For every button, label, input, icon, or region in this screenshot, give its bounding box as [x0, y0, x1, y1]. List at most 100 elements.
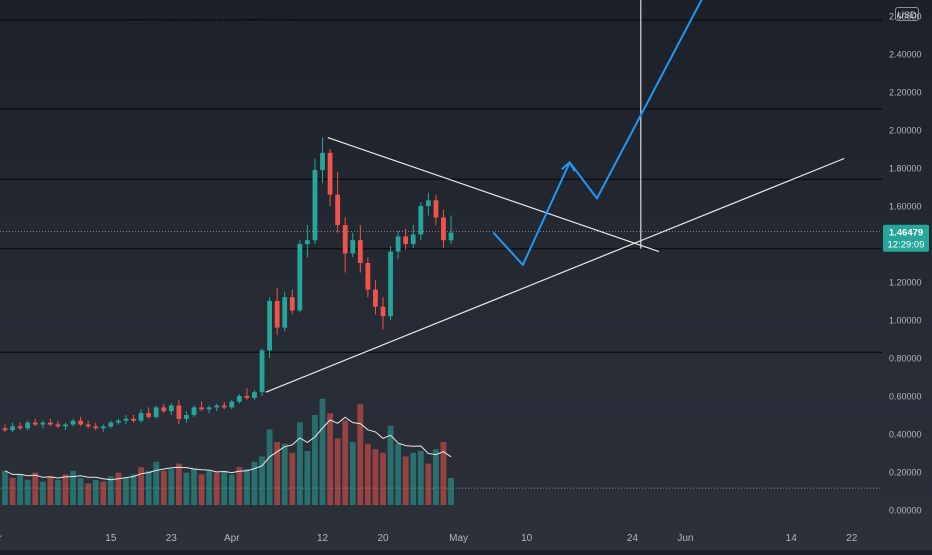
- volume-bar: [251, 461, 258, 505]
- candle: [32, 418, 38, 427]
- volume-pane: [2, 398, 454, 505]
- time-tick-label: ar: [0, 533, 3, 544]
- volume-bar: [312, 415, 318, 505]
- trend-line: [265, 157, 845, 393]
- volume-bar: [259, 456, 265, 505]
- volume-bar: [440, 442, 447, 505]
- price-tick-label: 0.20000: [889, 468, 922, 478]
- candle: [388, 245, 393, 320]
- volume-bar: [342, 420, 349, 505]
- volume-ma-line: [4, 416, 452, 481]
- candle: [320, 137, 325, 184]
- candle-body: [395, 236, 401, 252]
- volume-bar: [274, 442, 281, 505]
- time-tick-label: 20: [377, 533, 389, 544]
- volume-bar: [153, 461, 160, 505]
- candle: [410, 225, 416, 248]
- candle-body: [70, 420, 76, 425]
- candle-body: [229, 401, 235, 408]
- candle: [395, 230, 401, 260]
- volume-bar: [380, 452, 386, 505]
- volume-bar: [433, 449, 439, 505]
- candle: [289, 289, 295, 315]
- volume-bar: [175, 463, 182, 505]
- price-tick-label: 0.80000: [889, 354, 922, 364]
- volume-bar: [138, 467, 144, 505]
- currency-badge[interactable]: USD: [895, 7, 919, 21]
- candle: [70, 418, 76, 427]
- volume-bar: [47, 476, 54, 505]
- candle: [312, 158, 318, 244]
- price-tick-label: 1.20000: [889, 278, 922, 288]
- candle: [244, 388, 250, 400]
- time-tick-label: Apr: [224, 533, 240, 544]
- candle-body: [373, 289, 378, 307]
- candle: [297, 240, 303, 313]
- volume-bar: [92, 479, 99, 505]
- candle-body: [441, 217, 446, 241]
- volume-bar: [17, 474, 24, 505]
- candle-body: [10, 426, 15, 431]
- volume-bar: [364, 443, 371, 505]
- volume-bar: [39, 481, 46, 505]
- volume-bar: [236, 467, 243, 505]
- time-tick-label: 24: [627, 533, 639, 544]
- volume-bar: [160, 470, 167, 505]
- price-tick-label: 2.60000: [889, 12, 922, 22]
- projection-path: [492, 0, 703, 266]
- candle-body: [116, 420, 121, 423]
- volume-bar: [107, 476, 114, 505]
- price-tick-label: 0.60000: [889, 392, 922, 402]
- time-tick-label: Jun: [677, 533, 693, 544]
- candle: [25, 420, 31, 431]
- candle-body: [138, 413, 144, 421]
- candle-body: [63, 424, 68, 427]
- candle: [403, 228, 409, 250]
- volume-bar: [417, 451, 424, 505]
- candle: [199, 401, 204, 412]
- candle-body: [176, 405, 182, 419]
- candle: [267, 297, 272, 358]
- volume-bar: [281, 443, 288, 505]
- volume-moving-average: [4, 416, 452, 481]
- volume-bar: [55, 479, 61, 505]
- price-tick-label: 0.00000: [889, 506, 922, 516]
- candle-body: [342, 225, 348, 254]
- time-tick-label: 23: [166, 533, 178, 544]
- volume-bar: [191, 469, 197, 505]
- candle-body: [305, 240, 310, 244]
- candle-body: [131, 418, 136, 421]
- volume-bar: [85, 483, 92, 505]
- candle: [63, 422, 68, 431]
- candle: [252, 390, 257, 400]
- candle-body: [146, 413, 152, 417]
- candle-body: [25, 422, 31, 429]
- candle-body: [206, 407, 212, 410]
- candle-body: [161, 407, 167, 412]
- volume-bar: [387, 425, 394, 505]
- candle-body: [47, 422, 53, 425]
- candlestick-series: [2, 137, 454, 433]
- candle: [176, 399, 182, 425]
- candle: [259, 348, 265, 396]
- candle-body: [357, 240, 363, 263]
- candle-body: [282, 297, 288, 328]
- candle: [116, 418, 121, 425]
- candle: [146, 407, 152, 419]
- price-tick-label: 1.00000: [889, 316, 922, 326]
- volume-bar: [130, 474, 137, 505]
- candle-body: [244, 396, 250, 398]
- trend-drawings: [0, 0, 845, 393]
- volume-bar: [304, 451, 311, 505]
- candle: [191, 405, 197, 417]
- candle: [168, 403, 174, 415]
- candle: [335, 171, 341, 233]
- candle-body: [433, 200, 439, 218]
- price-tick-label: 1.60000: [889, 202, 922, 212]
- candle: [305, 225, 310, 258]
- candle-body: [418, 206, 424, 235]
- candle-body: [365, 263, 371, 290]
- candle: [425, 192, 431, 216]
